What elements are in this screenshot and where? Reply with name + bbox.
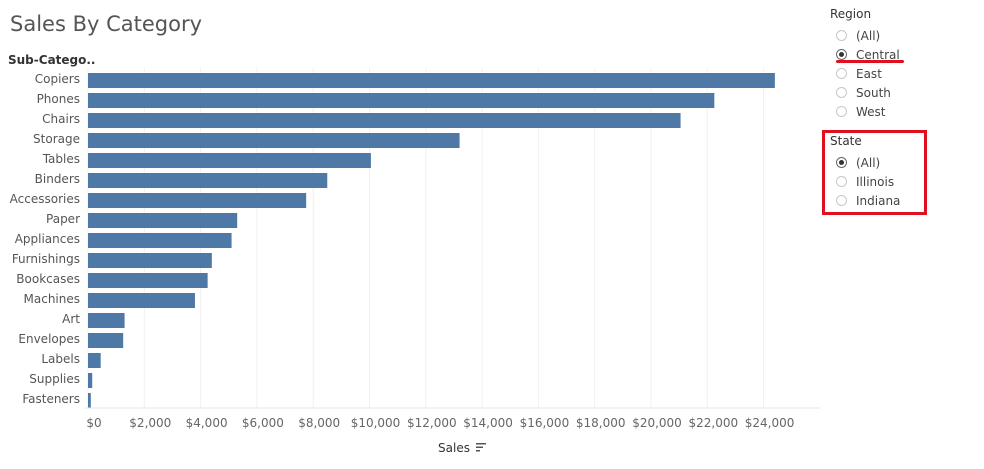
- category-labels: Copiers Phones Chairs Storage Tables Binders A…: [10, 72, 81, 406]
- bar-furnishings[interactable]: [88, 253, 212, 268]
- bar-supplies[interactable]: [88, 373, 93, 388]
- region-option[interactable]: Central: [836, 45, 900, 64]
- x-tick-label: $14,000: [463, 416, 513, 430]
- state-option-label: (All): [856, 155, 881, 170]
- bar-machines[interactable]: [88, 293, 195, 308]
- bar-bookcases[interactable]: [88, 273, 208, 288]
- state-highlight-box: [822, 130, 927, 215]
- region-option-label: (All): [856, 28, 881, 43]
- category-label: Copiers: [35, 72, 80, 86]
- category-label: Tables: [42, 152, 80, 166]
- region-option-label: Central: [856, 47, 900, 62]
- bar-binders[interactable]: [88, 173, 328, 188]
- category-label: Storage: [33, 132, 80, 146]
- region-option-label: West: [856, 104, 886, 119]
- sort-descending-icon[interactable]: [476, 443, 486, 452]
- category-label: Bookcases: [16, 272, 80, 286]
- bar-phones[interactable]: [88, 93, 715, 108]
- category-label: Art: [62, 312, 80, 326]
- x-tick-label: $8,000: [298, 416, 340, 430]
- region-option[interactable]: East: [836, 64, 882, 83]
- region-radio-button[interactable]: [836, 30, 847, 41]
- state-radio-button[interactable]: [836, 176, 847, 187]
- region-radio-button[interactable]: [836, 106, 847, 117]
- state-radio-button[interactable]: [836, 157, 847, 168]
- chart-title: Sales By Category: [10, 12, 203, 36]
- category-label: Phones: [37, 92, 80, 106]
- category-label: Chairs: [42, 112, 80, 126]
- x-tick-label: $20,000: [632, 416, 682, 430]
- x-axis-title: Sales: [438, 441, 470, 455]
- state-option[interactable]: (All): [836, 153, 880, 172]
- bar-tables[interactable]: [88, 153, 371, 168]
- x-tick-label: $18,000: [576, 416, 626, 430]
- bar-copiers[interactable]: [88, 73, 775, 88]
- category-label: Accessories: [10, 192, 80, 206]
- state-option-label: Illinois: [856, 174, 895, 189]
- category-label: Furnishings: [12, 252, 80, 266]
- region-option-label: South: [856, 85, 891, 100]
- region-radio-button[interactable]: [836, 68, 847, 79]
- region-option[interactable]: South: [836, 83, 891, 102]
- category-label: Labels: [41, 352, 80, 366]
- state-radio-button[interactable]: [836, 195, 847, 206]
- x-axis-ticks: $0 $2,000 $4,000 $6,000 $8,000 $10,000 $12,000…: [86, 416, 794, 430]
- bar-storage[interactable]: [88, 133, 460, 148]
- bar-envelopes[interactable]: [88, 333, 124, 348]
- x-tick-label: $22,000: [688, 416, 738, 430]
- x-tick-label: $10,000: [351, 416, 401, 430]
- x-tick-label: $4,000: [186, 416, 228, 430]
- x-tick-label: $16,000: [520, 416, 570, 430]
- y-axis-title: Sub-Catego..: [8, 53, 96, 67]
- category-label: Appliances: [15, 232, 80, 246]
- state-option-label: Indiana: [856, 193, 901, 208]
- category-label: Fasteners: [22, 392, 80, 406]
- region-filter-title: Region: [830, 7, 872, 21]
- category-label: Paper: [46, 212, 80, 226]
- bar-fasteners[interactable]: [88, 393, 91, 408]
- state-option[interactable]: Illinois: [836, 172, 894, 191]
- category-label: Binders: [35, 172, 80, 186]
- region-radio-button[interactable]: [836, 87, 847, 98]
- bar-chairs[interactable]: [88, 113, 681, 128]
- bar-labels[interactable]: [88, 353, 101, 368]
- region-radio-button[interactable]: [836, 49, 847, 60]
- region-option-label: East: [856, 66, 882, 81]
- central-highlight-underline: [836, 60, 904, 63]
- region-option[interactable]: West: [836, 102, 886, 121]
- x-tick-label: $6,000: [242, 416, 284, 430]
- state-filter-title: State: [830, 134, 862, 148]
- category-label: Envelopes: [18, 332, 80, 346]
- region-option[interactable]: (All): [836, 26, 880, 45]
- category-label: Machines: [24, 292, 80, 306]
- x-tick-label: $12,000: [407, 416, 457, 430]
- bar-art[interactable]: [88, 313, 125, 328]
- category-label: Supplies: [29, 372, 80, 386]
- state-option[interactable]: Indiana: [836, 191, 900, 210]
- x-tick-label: $2,000: [129, 416, 171, 430]
- bars: [88, 73, 775, 408]
- bar-paper[interactable]: [88, 213, 238, 228]
- x-axis-title-group[interactable]: Sales: [438, 441, 486, 455]
- bar-appliances[interactable]: [88, 233, 232, 248]
- bar-accessories[interactable]: [88, 193, 307, 208]
- x-tick-label: $0: [86, 416, 101, 430]
- x-tick-label: $24,000: [745, 416, 795, 430]
